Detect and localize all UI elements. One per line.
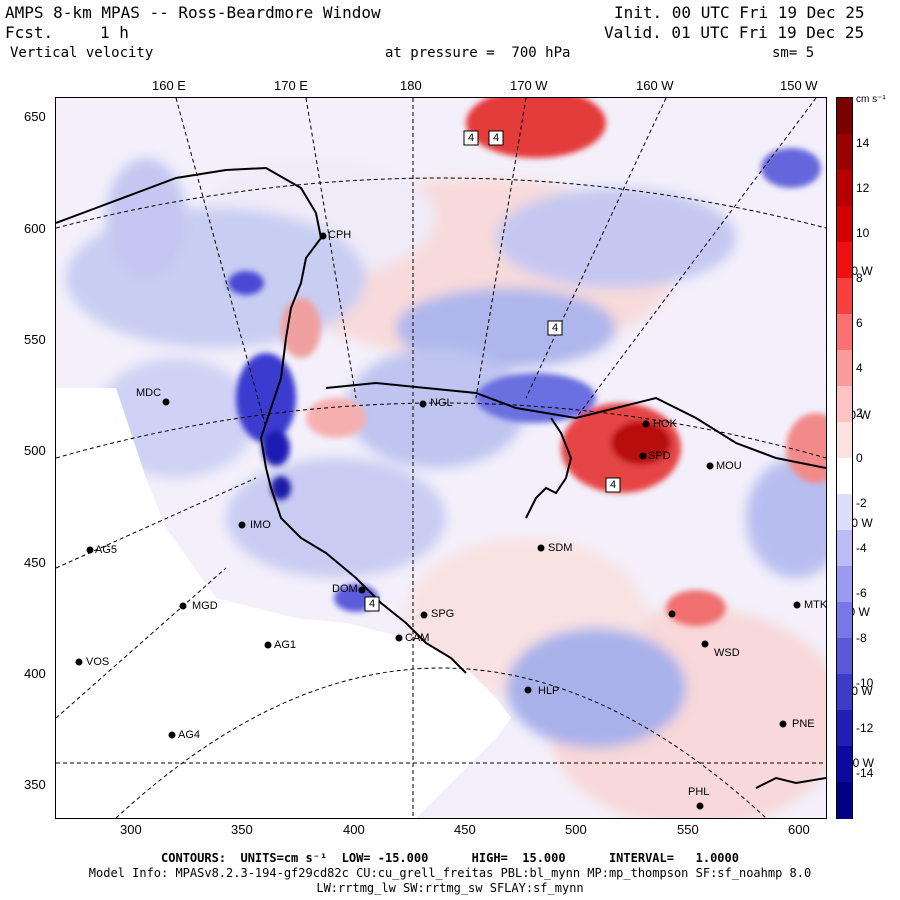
vertical-velocity-field — [56, 98, 826, 818]
contour-info: CONTOURS: UNITS=cm s⁻¹ LOW= -15.000 HIGH… — [161, 851, 739, 865]
station-ag5[interactable]: AG5 — [95, 544, 118, 556]
x-label-350: 350 — [231, 822, 253, 837]
x-label-500: 500 — [565, 822, 587, 837]
station-ag4[interactable]: AG4 — [178, 729, 201, 741]
x-label-450: 450 — [454, 822, 476, 837]
station-ag1[interactable]: AG1 — [274, 639, 297, 651]
lon-label-90w: 90 W — [846, 756, 875, 770]
colorbar-label: 10 — [856, 226, 870, 240]
y-label-500: 500 — [24, 443, 46, 458]
station-cam[interactable]: CAM — [405, 632, 430, 644]
colorbar-segment — [837, 782, 852, 819]
colorbar-segment — [837, 278, 852, 315]
contour-label: 4 — [610, 479, 617, 491]
colorbar-segment — [837, 458, 852, 495]
colorbar-label: 12 — [856, 181, 870, 195]
colorbar-segment — [837, 602, 852, 639]
forecast-hour: 1 h — [100, 23, 129, 42]
colorbar-label: -6 — [856, 586, 867, 600]
y-label-400: 400 — [24, 666, 46, 681]
lon-label-150w: 150 W — [780, 78, 818, 93]
contour-label: 4 — [468, 132, 475, 144]
colorbar-segment — [837, 98, 852, 135]
colorbar-segment — [837, 746, 852, 783]
colorbar — [836, 97, 853, 819]
station-wsd[interactable]: WSD — [714, 647, 740, 659]
x-label-300: 300 — [120, 822, 142, 837]
colorbar-segment — [837, 314, 852, 351]
station-mgd[interactable]: MGD — [192, 600, 218, 612]
lon-label-160e: 160 E — [152, 78, 186, 93]
lon-label-170w: 170 W — [510, 78, 548, 93]
colorbar-label: 14 — [856, 136, 870, 150]
station-mdc[interactable]: MDC — [136, 387, 162, 399]
valid-time: Valid. 01 UTC Fri 19 Dec 25 — [604, 23, 865, 42]
y-label-450: 450 — [24, 555, 46, 570]
station-hok[interactable]: HOK — [653, 418, 677, 430]
colorbar-segment — [837, 170, 852, 207]
station-cph[interactable]: CPH — [328, 229, 352, 241]
forecast-label: Fcst. — [5, 23, 54, 42]
lon-label-170e: 170 E — [274, 78, 308, 93]
y-label-600: 600 — [24, 221, 46, 236]
x-label-550: 550 — [677, 822, 699, 837]
contour-label: 4 — [552, 322, 559, 334]
map-panel[interactable] — [55, 97, 827, 819]
contour-label: 4 — [369, 598, 376, 610]
colorbar-label: -4 — [856, 541, 867, 555]
station-pne[interactable]: PNE — [792, 718, 815, 730]
y-label-650: 650 — [24, 109, 46, 124]
station-hlp[interactable]: HLP — [538, 685, 560, 697]
colorbar-segment — [837, 134, 852, 171]
station-mou[interactable]: MOU — [716, 460, 742, 472]
y-label-550: 550 — [24, 332, 46, 347]
model-info: Model Info: MPASv8.2.3-194-gf29cd82c CU:… — [88, 866, 812, 880]
colorbar-segment — [837, 710, 852, 747]
station-phl[interactable]: PHL — [688, 786, 710, 798]
smoothing-value: sm= 5 — [772, 45, 815, 61]
station-ngl[interactable]: NGL — [430, 397, 453, 409]
colorbar-label: -10 — [856, 676, 874, 690]
station-mtk[interactable]: MTK — [804, 599, 828, 611]
colorbar-label: 4 — [856, 361, 863, 375]
colorbar-segment — [837, 350, 852, 387]
colorbar-segment — [837, 674, 852, 711]
station-dom[interactable]: DOM — [332, 583, 358, 595]
station-vos[interactable]: VOS — [86, 656, 110, 668]
lon-label-160w: 160 W — [636, 78, 674, 93]
field-name: Vertical velocity — [10, 45, 154, 61]
colorbar-label: -2 — [856, 496, 867, 510]
map-title: AMPS 8-km MPAS -- Ross-Beardmore Window — [5, 3, 381, 22]
colorbar-segment — [837, 530, 852, 567]
x-label-400: 400 — [343, 822, 365, 837]
colorbar-label: 8 — [856, 271, 863, 285]
station-spd[interactable]: SPD — [648, 450, 671, 462]
contour-label: 4 — [493, 132, 500, 144]
x-label-600: 600 — [788, 822, 810, 837]
colorbar-segment — [837, 494, 852, 531]
lon-label-180: 180 — [400, 78, 422, 93]
station-sdm[interactable]: SDM — [548, 542, 573, 554]
station-imo[interactable]: IMO — [250, 519, 271, 531]
colorbar-segment — [837, 566, 852, 603]
colorbar-segment — [837, 422, 852, 459]
y-label-350: 350 — [24, 777, 46, 792]
colorbar-segment — [837, 242, 852, 279]
pressure-level: at pressure = 700 hPa — [385, 45, 571, 61]
colorbar-label: 2 — [856, 406, 863, 420]
colorbar-units: cm s⁻¹ — [856, 94, 886, 105]
colorbar-label: 0 — [856, 451, 863, 465]
colorbar-label: -8 — [856, 631, 867, 645]
init-time: Init. 00 UTC Fri 19 Dec 25 — [614, 3, 865, 22]
colorbar-segment — [837, 386, 852, 423]
station-spg[interactable]: SPG — [431, 608, 455, 620]
radiation-info: LW:rrtmg_lw SW:rrtmg_sw SFLAY:sf_mynn — [316, 881, 584, 895]
colorbar-segment — [837, 206, 852, 243]
colorbar-segment — [837, 638, 852, 675]
colorbar-label: 6 — [856, 316, 863, 330]
colorbar-label: -14 — [856, 766, 874, 780]
colorbar-label: -12 — [856, 721, 874, 735]
